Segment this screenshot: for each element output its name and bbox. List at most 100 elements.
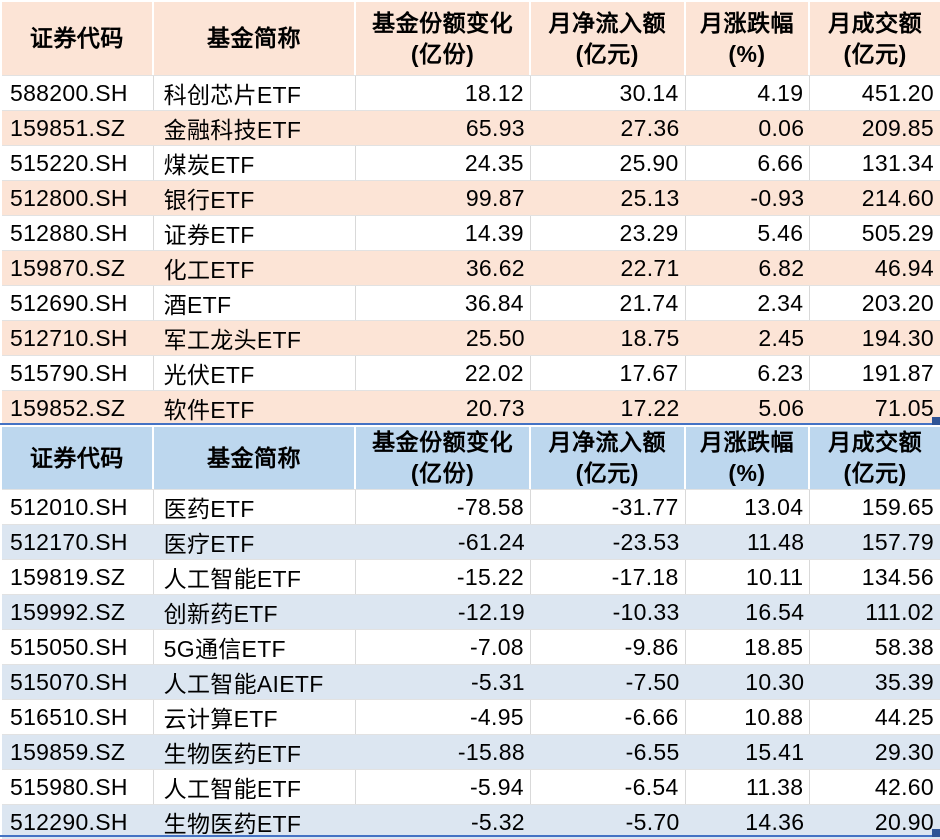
monthly-change-cell[interactable]: 0.06 (685, 111, 811, 145)
fund-name-cell[interactable]: 5G通信ETF (154, 630, 357, 664)
share-change-cell[interactable]: 14.39 (356, 216, 531, 250)
net-inflow-cell[interactable]: 17.67 (531, 356, 686, 390)
turnover-cell[interactable]: 191.87 (861, 359, 934, 386)
turnover-cell[interactable]: 214.60 (810, 181, 940, 215)
fund-name-cell[interactable]: 软件ETF (153, 391, 357, 425)
fund-name-cell[interactable]: 煤炭ETF (154, 146, 357, 180)
share-change-cell[interactable]: -4.95 (356, 700, 531, 734)
share-change-cell[interactable]: 36.62 (356, 251, 531, 285)
security-code-cell[interactable]: 515790.SH (2, 356, 154, 390)
turnover-cell[interactable]: 46.94 (810, 251, 940, 285)
turnover-cell[interactable]: 159.65 (861, 493, 934, 520)
net-inflow-cell[interactable]: 21.74 (531, 286, 686, 320)
net-inflow-cell[interactable]: -5.70 (530, 805, 686, 839)
turnover-cell[interactable]: 29.30 (810, 735, 940, 769)
share-change-cell[interactable]: 36.84 (356, 286, 531, 320)
security-code-cell[interactable]: 159859.SZ (2, 735, 154, 769)
monthly-change-cell[interactable]: 5.06 (685, 391, 811, 425)
fund-name-cell[interactable]: 人工智能AIETF (153, 665, 357, 699)
monthly-change-cell[interactable]: 11.38 (686, 770, 811, 804)
column-header-turnover[interactable]: 月成交额 (亿元) (810, 2, 940, 75)
fund-name-cell[interactable]: 创新药ETF (153, 595, 357, 629)
turnover-cell[interactable]: 505.29 (861, 219, 934, 246)
security-code-cell[interactable]: 516510.SH (2, 700, 154, 734)
share-change-cell[interactable]: -7.08 (356, 630, 531, 664)
share-change-cell[interactable]: -15.22 (356, 560, 531, 594)
turnover-cell[interactable]: 42.60 (874, 773, 934, 800)
fund-name-cell[interactable]: 银行ETF (153, 181, 357, 215)
column-header-net-inflow[interactable]: 月净流入额 (亿元) (530, 2, 686, 75)
share-change-cell[interactable]: -12.19 (356, 595, 531, 629)
fund-name-cell[interactable]: 医药ETF (154, 490, 357, 524)
security-code-cell[interactable]: 512880.SH (2, 216, 154, 250)
turnover-cell[interactable]: 58.38 (874, 633, 934, 660)
share-change-cell[interactable]: -5.94 (356, 770, 531, 804)
turnover-cell[interactable]: 111.02 (810, 595, 940, 629)
fund-name-cell[interactable]: 生物医药ETF (153, 735, 357, 769)
net-inflow-cell[interactable]: -9.86 (531, 630, 686, 664)
security-code-cell[interactable]: 512010.SH (2, 490, 154, 524)
share-change-cell[interactable]: 22.02 (356, 356, 531, 390)
selection-handle-icon[interactable] (932, 417, 940, 425)
share-change-cell[interactable]: -5.32 (356, 805, 531, 839)
column-header-fund-name[interactable]: 基金简称 (153, 427, 357, 489)
monthly-change-cell[interactable]: -0.93 (685, 181, 811, 215)
column-header-turnover[interactable]: 月成交额 (亿元) (810, 427, 940, 489)
turnover-cell[interactable]: 194.30 (810, 321, 940, 355)
security-code-cell[interactable]: 515070.SH (2, 665, 154, 699)
share-change-cell[interactable]: -78.58 (356, 490, 531, 524)
security-code-cell[interactable]: 159851.SZ (2, 111, 154, 145)
net-inflow-cell[interactable]: 25.13 (530, 181, 686, 215)
turnover-cell[interactable]: 134.56 (861, 563, 934, 590)
column-header-security-code[interactable]: 证券代码 (2, 2, 154, 75)
share-change-cell[interactable]: 25.50 (356, 321, 531, 355)
net-inflow-cell[interactable]: 17.22 (530, 391, 686, 425)
column-header-net-inflow[interactable]: 月净流入额 (亿元) (530, 427, 686, 489)
turnover-cell[interactable]: 131.34 (861, 149, 934, 176)
security-code-cell[interactable]: 515980.SH (2, 770, 154, 804)
selection-handle-icon[interactable] (932, 829, 940, 837)
monthly-change-cell[interactable]: 10.30 (685, 665, 811, 699)
monthly-change-cell[interactable]: 16.54 (685, 595, 811, 629)
monthly-change-cell[interactable]: 10.11 (686, 560, 811, 594)
monthly-change-cell[interactable]: 4.19 (686, 76, 811, 110)
monthly-change-cell[interactable]: 14.36 (685, 805, 811, 839)
security-code-cell[interactable]: 159852.SZ (2, 391, 154, 425)
net-inflow-cell[interactable]: -7.50 (530, 665, 686, 699)
turnover-cell[interactable]: 209.85 (810, 111, 940, 145)
column-header-fund-name[interactable]: 基金简称 (153, 2, 357, 75)
security-code-cell[interactable]: 159992.SZ (2, 595, 154, 629)
monthly-change-cell[interactable]: 2.45 (685, 321, 811, 355)
column-header-monthly-change[interactable]: 月涨跌幅 (%) (685, 427, 811, 489)
security-code-cell[interactable]: 588200.SH (2, 76, 154, 110)
column-header-security-code[interactable]: 证券代码 (2, 427, 154, 489)
security-code-cell[interactable]: 512290.SH (2, 805, 154, 839)
net-inflow-cell[interactable]: -31.77 (531, 490, 686, 524)
monthly-change-cell[interactable]: 13.04 (686, 490, 811, 524)
net-inflow-cell[interactable]: 18.75 (530, 321, 686, 355)
security-code-cell[interactable]: 512170.SH (2, 525, 154, 559)
turnover-cell[interactable]: 71.05 (810, 391, 940, 425)
share-change-cell[interactable]: -61.24 (356, 525, 531, 559)
security-code-cell[interactable]: 512800.SH (2, 181, 154, 215)
fund-name-cell[interactable]: 科创芯片ETF (154, 76, 357, 110)
turnover-cell[interactable]: 35.39 (810, 665, 940, 699)
turnover-cell[interactable]: 157.79 (810, 525, 940, 559)
net-inflow-cell[interactable]: -6.55 (530, 735, 686, 769)
column-header-monthly-change[interactable]: 月涨跌幅 (%) (685, 2, 811, 75)
fund-name-cell[interactable]: 人工智能ETF (154, 770, 357, 804)
fund-name-cell[interactable]: 军工龙头ETF (153, 321, 357, 355)
turnover-cell[interactable]: 451.20 (861, 79, 934, 106)
fund-name-cell[interactable]: 云计算ETF (154, 700, 357, 734)
security-code-cell[interactable]: 159870.SZ (2, 251, 154, 285)
net-inflow-cell[interactable]: -17.18 (531, 560, 686, 594)
net-inflow-cell[interactable]: 23.29 (531, 216, 686, 250)
turnover-cell[interactable]: 44.25 (874, 703, 934, 730)
net-inflow-cell[interactable]: -23.53 (530, 525, 686, 559)
fund-name-cell[interactable]: 光伏ETF (154, 356, 357, 390)
net-inflow-cell[interactable]: 27.36 (530, 111, 686, 145)
share-change-cell[interactable]: 18.12 (356, 76, 531, 110)
column-header-share-change[interactable]: 基金份额变化 (亿份) (356, 2, 531, 75)
fund-name-cell[interactable]: 酒ETF (154, 286, 357, 320)
share-change-cell[interactable]: 24.35 (356, 146, 531, 180)
